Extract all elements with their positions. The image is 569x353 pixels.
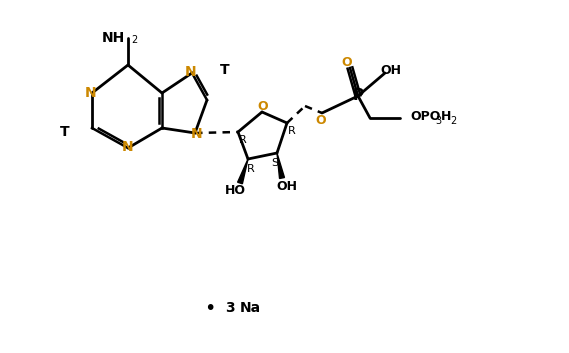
Text: S: S — [271, 158, 279, 168]
Text: HO: HO — [225, 185, 245, 197]
Text: 2: 2 — [131, 35, 137, 45]
Text: N: N — [85, 86, 97, 100]
Text: 2: 2 — [450, 116, 456, 126]
Text: P: P — [352, 89, 364, 103]
Text: O: O — [258, 100, 269, 113]
Text: O: O — [316, 114, 326, 127]
Text: R: R — [288, 126, 296, 136]
Text: NH: NH — [102, 31, 125, 45]
Text: OH: OH — [277, 179, 298, 192]
Text: OH: OH — [381, 64, 402, 77]
Text: 3: 3 — [225, 301, 235, 315]
Text: N: N — [122, 140, 134, 154]
Text: T: T — [220, 63, 230, 77]
Text: R: R — [247, 164, 255, 174]
Text: T: T — [60, 125, 70, 139]
Text: O: O — [342, 56, 352, 70]
Text: R: R — [239, 135, 247, 145]
Text: Na: Na — [240, 301, 261, 315]
Polygon shape — [238, 159, 248, 184]
Text: •: • — [204, 299, 216, 317]
Polygon shape — [277, 153, 284, 179]
Text: N: N — [185, 65, 197, 79]
Text: N: N — [191, 127, 203, 141]
Text: H: H — [441, 110, 451, 124]
Text: OPO: OPO — [410, 110, 440, 124]
Text: 3: 3 — [435, 116, 441, 126]
